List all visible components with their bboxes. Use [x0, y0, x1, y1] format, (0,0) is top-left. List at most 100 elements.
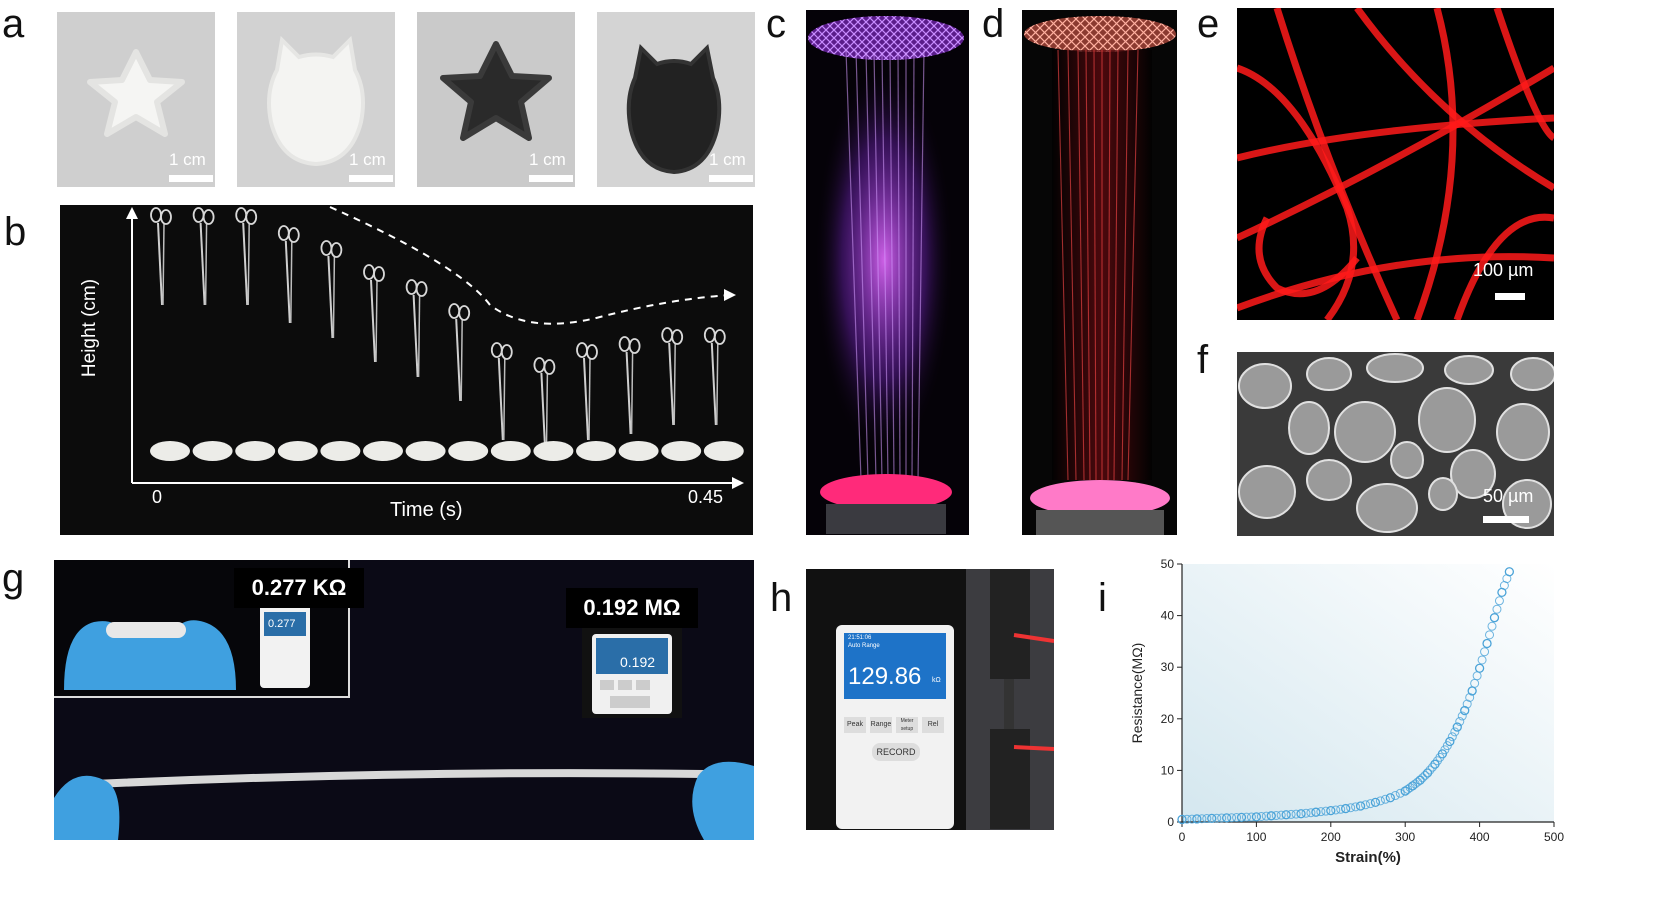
time-axis-end: 0.45	[688, 487, 724, 507]
scissors-frame	[576, 342, 598, 441]
gel-pad	[405, 441, 446, 461]
panel-d-photo	[1022, 10, 1177, 535]
hands-stretching-gel-image	[64, 602, 310, 690]
gel-pad	[320, 441, 361, 461]
multimeter-screen	[844, 633, 946, 699]
data-point-interp	[1321, 806, 1331, 816]
panel-a-scale-text-4: 1 cm	[709, 150, 746, 169]
chart-plot-background	[1182, 564, 1554, 822]
data-point-interp	[1480, 647, 1490, 657]
scissors-frame	[661, 327, 684, 426]
y-tick-label: 50	[1161, 557, 1175, 571]
data-point	[1251, 812, 1262, 822]
panel-g-label: g	[2, 556, 25, 600]
scissors-frame	[150, 207, 172, 306]
data-point	[1385, 793, 1395, 803]
data-point-interp	[1182, 814, 1192, 824]
data-point-interp	[1256, 811, 1266, 821]
panel-g-photo: 0.277 0.277 KΩ 0.192 MΩ 0.192	[54, 560, 754, 840]
data-point-interp	[1455, 717, 1465, 727]
data-point-interp	[1301, 808, 1311, 818]
data-point	[1266, 811, 1276, 821]
panel-f-label: f	[1197, 338, 1209, 382]
meter-reading-value: 129.86	[848, 663, 922, 690]
data-point	[1281, 810, 1291, 820]
gel-pad	[235, 441, 276, 461]
trajectory-arrow	[724, 289, 736, 301]
y-tick-label: 0	[1167, 815, 1174, 829]
data-point-interp	[1380, 794, 1390, 804]
data-point	[1422, 768, 1433, 778]
panel-a-scale-bar-2	[349, 175, 393, 182]
data-point-interp	[1485, 630, 1495, 640]
data-point	[1460, 705, 1470, 716]
meter-reading-unit: kΩ	[932, 677, 941, 684]
data-point-interp	[1365, 799, 1375, 809]
data-point	[1177, 814, 1187, 825]
time-axis-arrow	[732, 477, 744, 489]
black-cat-gel-image	[626, 43, 722, 175]
multimeter-2-image	[582, 628, 682, 718]
gel-pad	[533, 441, 574, 461]
y-tick-label: 20	[1161, 712, 1175, 726]
data-point-interp	[1477, 655, 1487, 665]
white-star-gel-image	[87, 49, 185, 137]
data-point-interp	[1390, 791, 1400, 801]
panel-a-photo-1: 1 cm	[57, 12, 215, 187]
meter-header-range: Auto Range	[848, 643, 880, 649]
panel-f-scale-text: 50 µm	[1483, 486, 1534, 506]
panel-f-scale-bar	[1483, 516, 1529, 523]
scissors-frame	[533, 357, 556, 456]
panel-e-photo: 100 µm	[1237, 8, 1554, 320]
scissors-frame	[618, 336, 641, 435]
data-point-interp	[1361, 800, 1371, 810]
meter-key-3: Meter setup	[896, 717, 918, 733]
panel-a-scale-text-2: 1 cm	[349, 150, 386, 169]
purple-fiber-drawing-image	[808, 16, 964, 534]
x-tick-label: 500	[1544, 830, 1564, 844]
data-point-interp	[1197, 814, 1207, 824]
time-axis-start: 0	[152, 487, 163, 507]
fluorescent-fiber-network-image	[1237, 8, 1554, 320]
panel-a-scale-text-3: 1 cm	[529, 150, 566, 169]
data-point-interp	[1418, 773, 1428, 783]
scissors-frame	[490, 342, 513, 441]
meter-2-screen-value: 0.192	[620, 654, 656, 670]
panel-a-scale-bar-4	[709, 175, 753, 182]
gel-pad	[661, 441, 702, 461]
panel-a-scale-text-1: 1 cm	[169, 150, 206, 169]
data-point-interp	[1494, 596, 1504, 606]
data-point-interp	[1465, 692, 1475, 702]
data-point-interp	[1395, 788, 1405, 798]
data-point-interp	[1286, 809, 1296, 819]
height-axis-arrow	[126, 207, 138, 219]
scissors-frame	[192, 207, 215, 306]
data-point-interp	[1336, 804, 1346, 814]
data-point	[1415, 775, 1425, 785]
panel-h-photo: 21:51:06 Auto Range 129.86 kΩ Peak Range…	[806, 569, 1054, 830]
gel-pad	[448, 441, 489, 461]
x-tick-label: 400	[1470, 830, 1490, 844]
panel-f-photo: 50 µm	[1237, 352, 1554, 536]
data-point	[1341, 803, 1351, 814]
scissors-frame	[277, 225, 300, 324]
x-axis-label: Strain(%)	[1335, 849, 1401, 866]
y-tick-label: 10	[1161, 763, 1175, 777]
y-tick-label: 30	[1161, 660, 1175, 674]
tensile-test-rig-image	[990, 569, 1054, 829]
gel-pad	[576, 441, 616, 461]
scissors-frame	[320, 240, 343, 339]
panel-e-scale-bar	[1495, 293, 1525, 300]
gel-pad	[703, 441, 744, 461]
data-point	[1192, 814, 1202, 824]
scissors-frame	[703, 327, 726, 426]
data-point-interp	[1331, 805, 1341, 815]
x-tick-label: 0	[1179, 830, 1186, 844]
meter-key-2: Range	[870, 717, 892, 733]
panel-i-label: i	[1098, 576, 1107, 620]
resistance-strain-chart: 0 100 200 300 400 500 0 10 20 30 40 50 Strain(%) Re…	[1129, 557, 1564, 866]
reading-2-label: 0.192 MΩ	[566, 588, 698, 628]
data-point-interp	[1375, 796, 1385, 806]
fiber-cross-section-sem-image	[1238, 353, 1554, 533]
panel-a-scale-bar-1	[169, 175, 213, 182]
